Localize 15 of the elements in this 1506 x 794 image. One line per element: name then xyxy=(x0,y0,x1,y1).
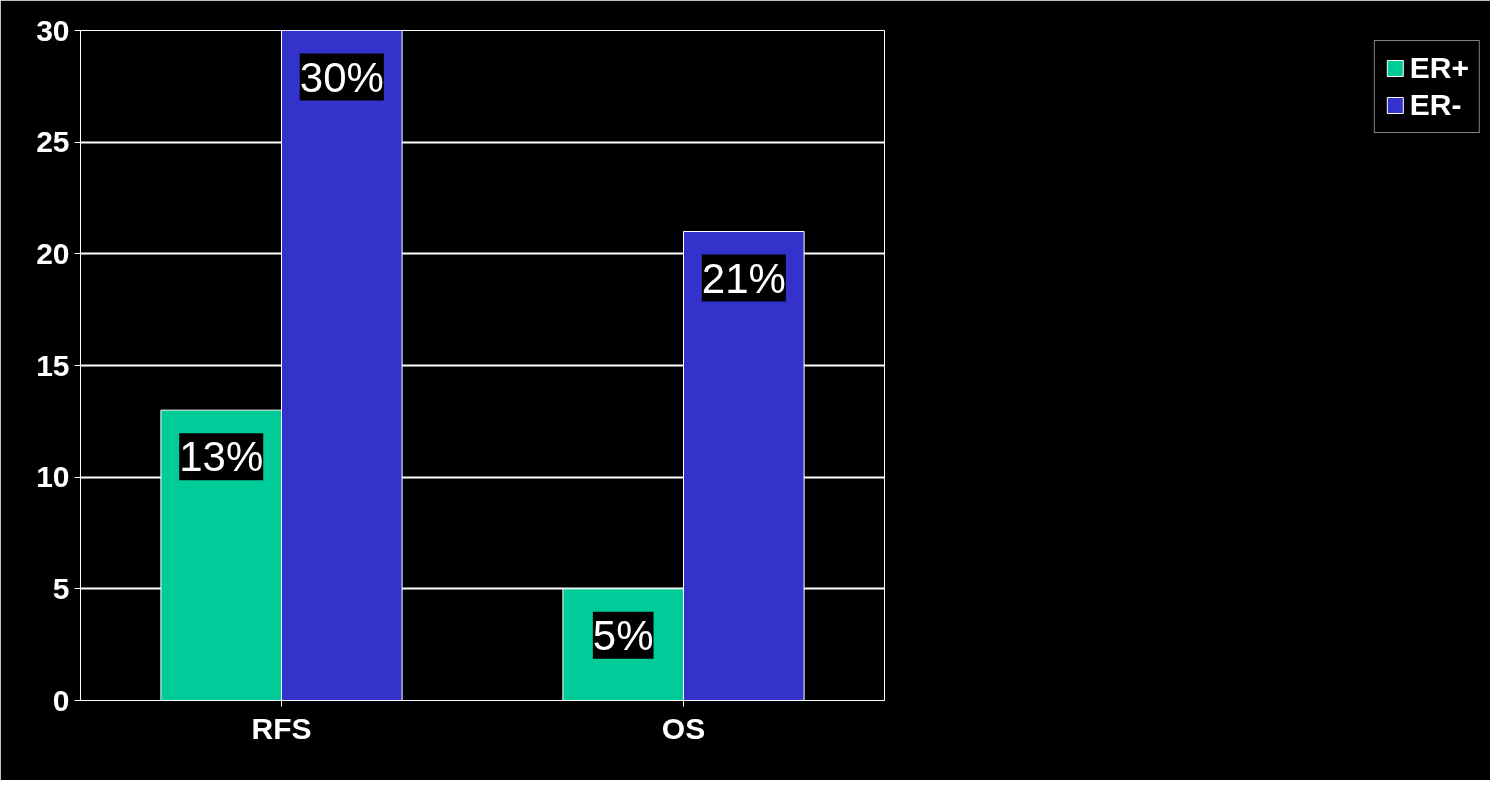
y-tick-label: 15 xyxy=(36,348,70,382)
data-label: 13% xyxy=(179,433,264,481)
x-tick-label: OS xyxy=(661,711,706,745)
data-label: 5% xyxy=(592,611,654,659)
legend-label: ER- xyxy=(1409,88,1462,122)
y-tick-label: 20 xyxy=(36,236,70,270)
legend-label: ER+ xyxy=(1409,51,1469,85)
y-tick-label: 30 xyxy=(36,13,70,47)
data-label: 21% xyxy=(701,254,786,302)
y-tick-label: 0 xyxy=(52,683,70,717)
y-tick-label: 5 xyxy=(52,571,70,605)
y-tick-label: 25 xyxy=(36,125,70,159)
x-tick-label: RFS xyxy=(251,711,312,745)
y-tick-label: 10 xyxy=(36,460,70,494)
data-label: 30% xyxy=(299,53,384,101)
